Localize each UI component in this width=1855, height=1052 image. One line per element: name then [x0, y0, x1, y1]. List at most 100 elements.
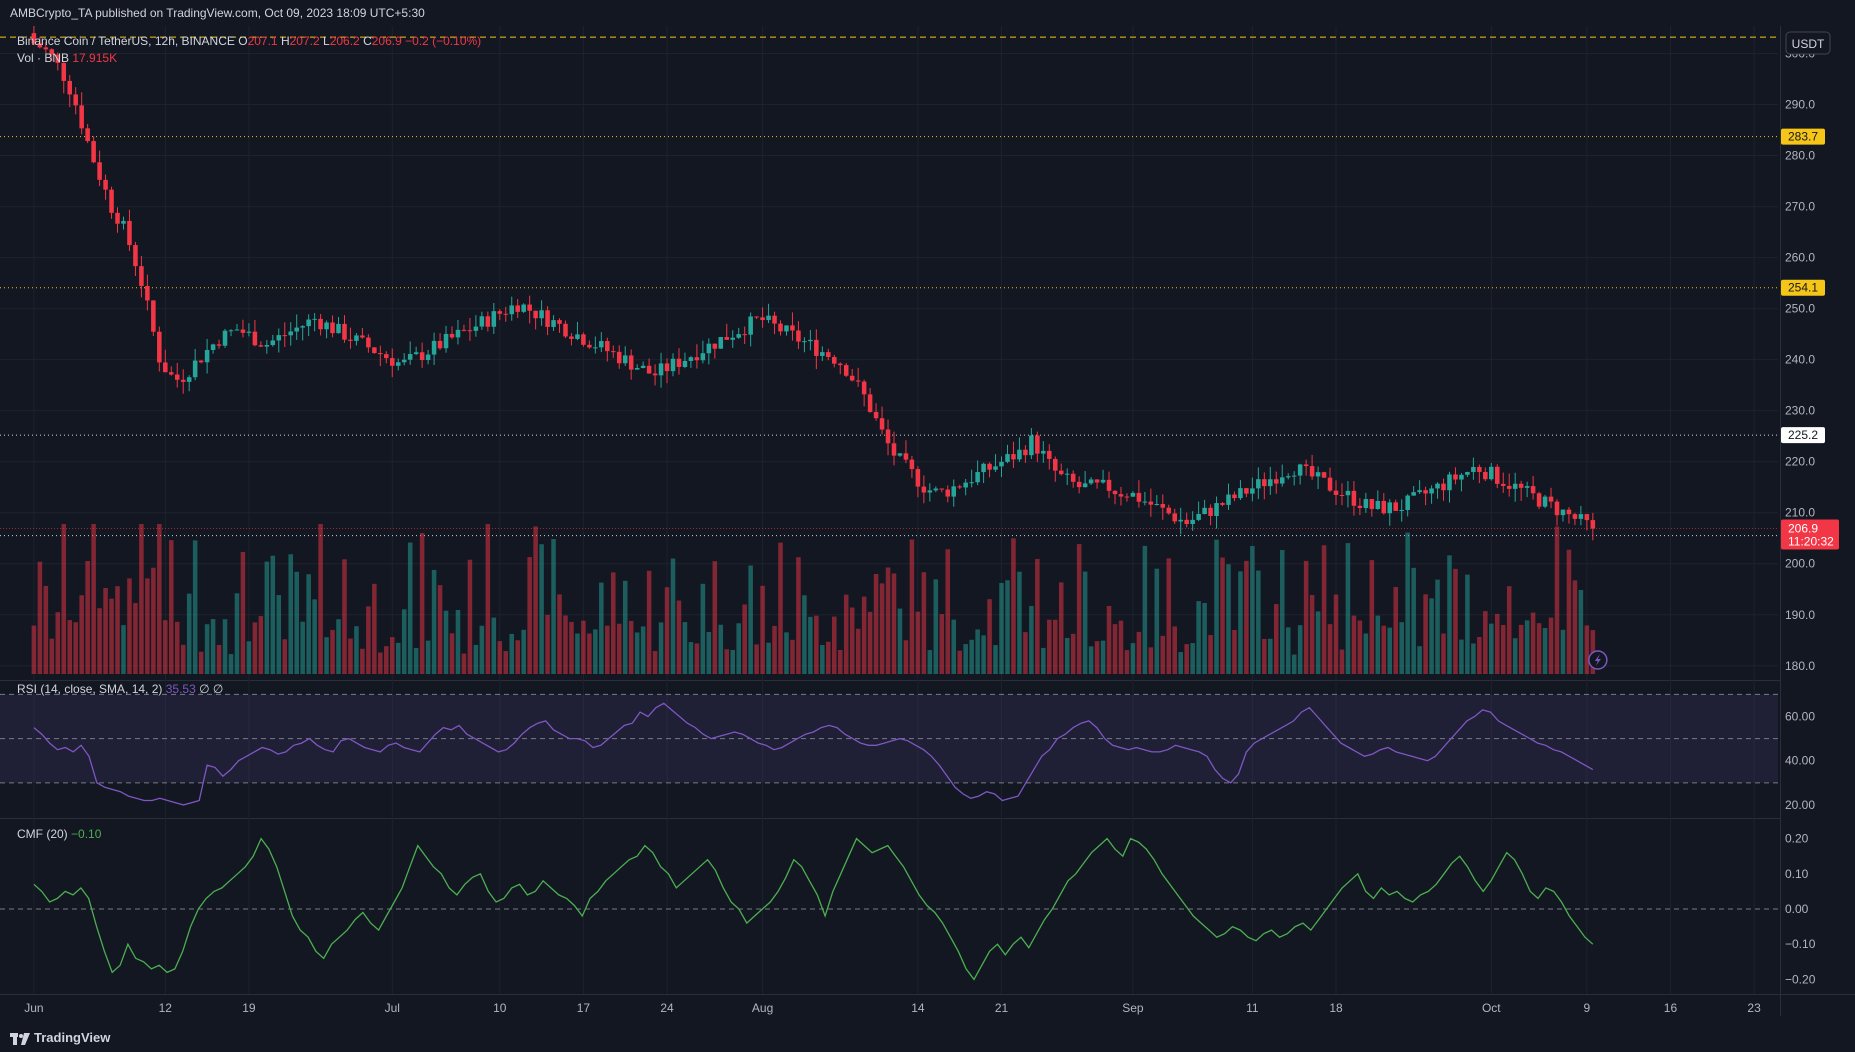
volume-bar [174, 621, 180, 674]
lightning-bolt-icon [1594, 654, 1601, 666]
candle-body [557, 320, 562, 324]
volume-bar [1453, 568, 1458, 674]
rsi-pane [0, 693, 1778, 806]
volume-bar [1196, 601, 1201, 674]
last-price-badge [1781, 519, 1839, 550]
volume-bar [73, 622, 78, 674]
grid-lines [0, 26, 1855, 1016]
candle-body [324, 322, 329, 330]
candle-body [1291, 475, 1297, 477]
candle-body [431, 340, 437, 355]
rsi-legend: RSI (14, close, SMA, 14, 2) 35.53 ∅ ∅ [17, 682, 223, 696]
candle-body [533, 310, 538, 319]
candle-body [288, 331, 293, 336]
volume-bar [700, 583, 706, 674]
y-tick-label: 220.0 [1785, 455, 1815, 469]
x-tick-label: 11 [1246, 1001, 1259, 1015]
time-axis[interactable]: Jun 12 19 Jul 10 17 24 Aug 14 21 Sep 11 18 Oct 9 16 23 [24, 1001, 1761, 1015]
candle-body [1058, 470, 1064, 475]
candle-body [348, 339, 353, 341]
candle-body [1250, 488, 1255, 494]
volume-bar [1124, 650, 1130, 674]
tradingview-logo[interactable]: TradingView [10, 1030, 110, 1045]
volume-bar [1405, 532, 1410, 674]
tradingview-icon [10, 1032, 30, 1045]
candle-body [186, 377, 192, 382]
volume-bar [43, 585, 49, 674]
candle-body [479, 316, 485, 327]
candle-body [49, 49, 55, 55]
candle-body [282, 335, 288, 337]
candle-body [467, 330, 473, 332]
volume-bar [37, 561, 43, 674]
candle-body [1542, 496, 1548, 507]
volume-bar [103, 587, 108, 674]
candle-body [1459, 474, 1464, 480]
x-tick-label: 17 [577, 1001, 591, 1015]
candle-body [1566, 509, 1572, 515]
volume-bar [372, 583, 377, 674]
candle-body [1184, 519, 1189, 525]
candle-body [903, 453, 909, 460]
volume-bar [1495, 613, 1500, 674]
volume-bar [1530, 612, 1536, 674]
volume-bar [1512, 638, 1518, 674]
candle-body [682, 360, 688, 367]
candle-body [796, 330, 801, 342]
candle-body [593, 347, 598, 349]
volume-bar [1166, 558, 1172, 674]
volume-bar [1357, 620, 1363, 674]
y-tick-label: 240.0 [1785, 353, 1815, 367]
price-axis[interactable]: 180.0 190.0 200.0 210.0 220.0 230.0 240.0 250.0… [1781, 31, 1839, 986]
candle-body [1232, 494, 1237, 499]
volume-bar [151, 567, 156, 674]
volume-bar [933, 579, 939, 674]
candle-body [1208, 507, 1213, 516]
candle-body [43, 47, 49, 50]
volume-bar [521, 629, 526, 674]
volume-bar [79, 595, 84, 674]
volume-bar [378, 652, 383, 674]
pane-separator [0, 680, 1780, 681]
volume-bar [611, 572, 616, 674]
volume-bar [527, 557, 532, 674]
chart-area[interactable]: 180.0 190.0 200.0 210.0 220.0 230.0 240.0 250.0… [0, 26, 1855, 1024]
candle-body [312, 318, 317, 320]
volume-bar [1106, 605, 1112, 674]
volume-bar [1333, 594, 1339, 674]
candle-body [551, 320, 556, 327]
volume-bar [1381, 625, 1387, 674]
candle-body [1489, 466, 1494, 480]
volume-bar [778, 542, 783, 674]
cmf-label: CMF (20) [17, 827, 68, 841]
volume-bar [1483, 611, 1488, 674]
volume-bar [1047, 619, 1052, 674]
candle-body [1465, 471, 1470, 475]
x-tick-label: Jun [24, 1001, 43, 1015]
candle-body [216, 344, 222, 346]
candle-body [1435, 483, 1440, 489]
y-tick-label: 180.0 [1785, 659, 1815, 673]
volume-legend: Vol · BNB 17.915K [17, 51, 117, 65]
candle-body [55, 54, 61, 63]
volume-bar [1560, 629, 1566, 674]
volume-bar [1351, 615, 1357, 674]
candle-body [730, 337, 735, 340]
level-badge [1781, 427, 1825, 444]
candle-body [1351, 490, 1357, 506]
candle-body [951, 486, 956, 497]
volume-bar [49, 638, 55, 674]
candle-body [473, 326, 479, 331]
candle-body [1035, 435, 1040, 454]
volume-label: Vol · BNB [17, 51, 70, 65]
candle-body [1047, 450, 1052, 459]
volume-bar [276, 595, 282, 674]
volume-bar [1064, 638, 1070, 674]
candle-body [616, 351, 622, 364]
volume-bar [867, 611, 873, 674]
volume-bar [599, 582, 604, 674]
volume-bar [1345, 543, 1351, 674]
candle-body [700, 353, 706, 361]
volume-bar [300, 621, 305, 674]
volume-bar [1518, 624, 1524, 674]
